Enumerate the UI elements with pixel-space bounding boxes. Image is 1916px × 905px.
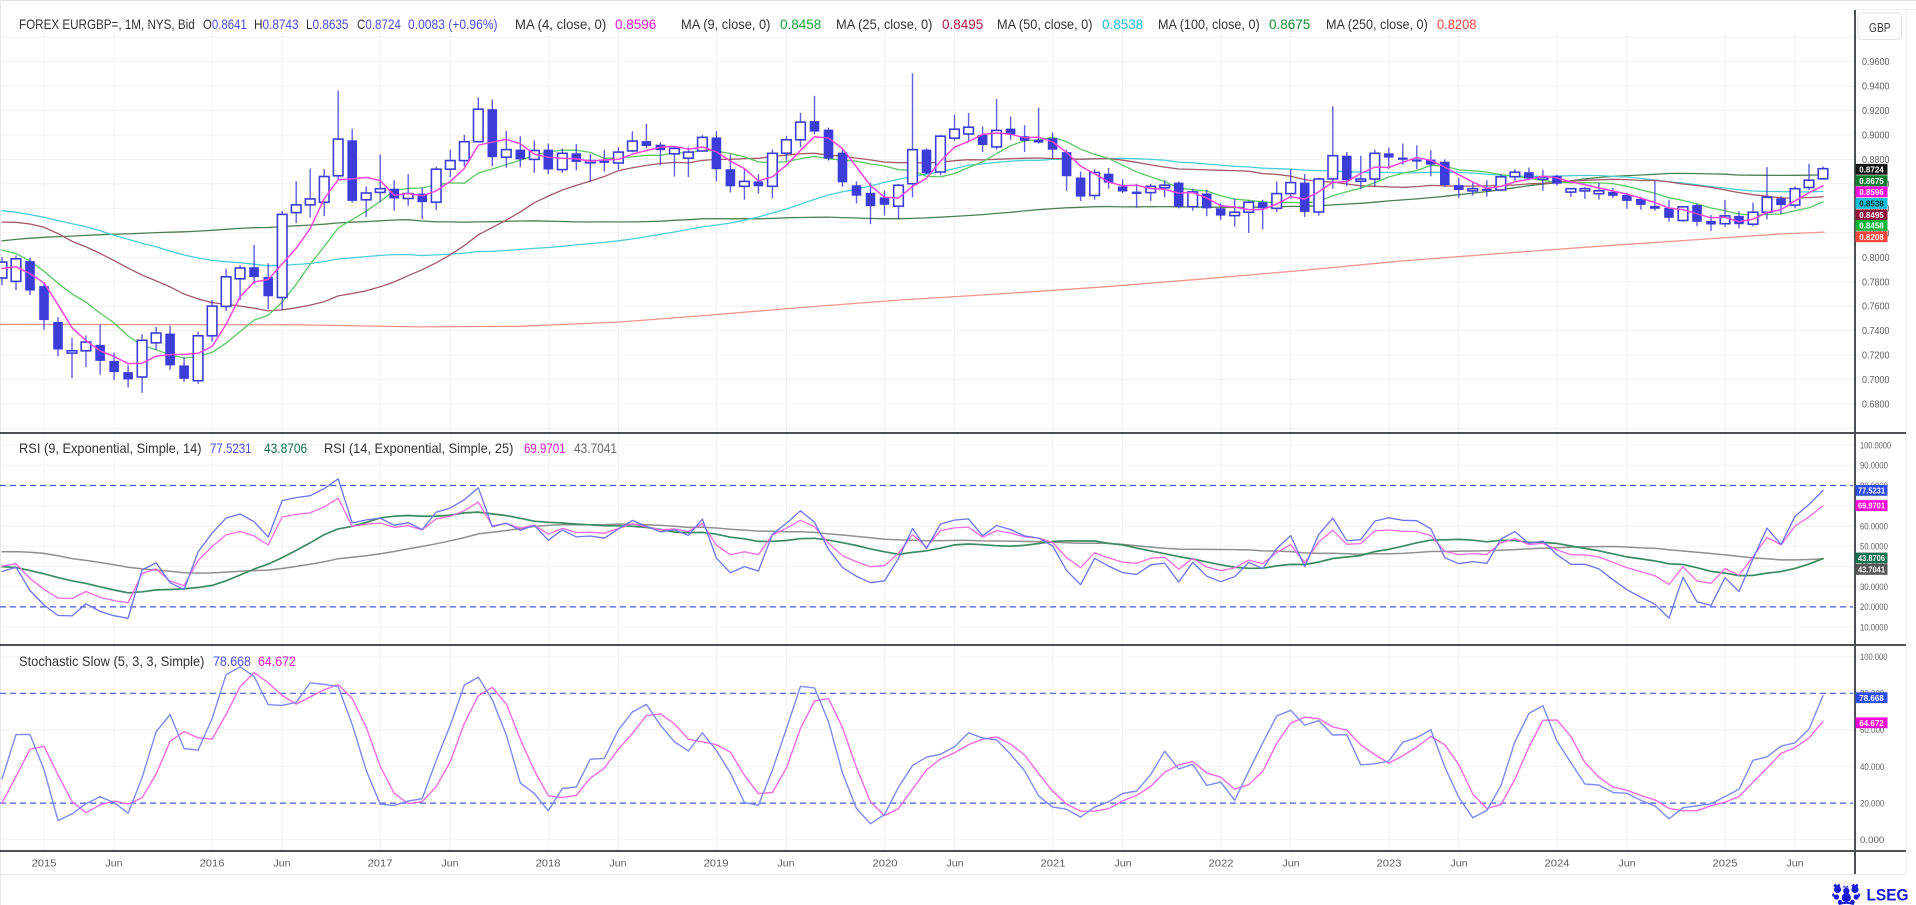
svg-text:2019: 2019 — [704, 859, 729, 870]
svg-text:40.000: 40.000 — [1860, 762, 1884, 772]
svg-text:Jun: Jun — [947, 859, 964, 870]
svg-text:43.8706: 43.8706 — [1858, 553, 1885, 563]
svg-text:60.0000: 60.0000 — [1860, 521, 1888, 531]
svg-text:2023: 2023 — [1377, 859, 1402, 870]
svg-text:43.7041: 43.7041 — [1858, 565, 1885, 575]
svg-text:2024: 2024 — [1545, 859, 1570, 870]
svg-text:Jun: Jun — [274, 859, 291, 870]
svg-text:0.8495: 0.8495 — [1859, 210, 1884, 220]
svg-text:0.8800: 0.8800 — [1862, 155, 1890, 166]
svg-text:64.672: 64.672 — [1859, 718, 1884, 728]
svg-text:Jun: Jun — [1451, 859, 1468, 870]
svg-text:2018: 2018 — [536, 859, 561, 870]
svg-text:Jun: Jun — [1619, 859, 1636, 870]
svg-text:2016: 2016 — [200, 859, 225, 870]
svg-text:2021: 2021 — [1041, 859, 1066, 870]
svg-text:GBP: GBP — [1869, 20, 1891, 35]
svg-text:100.000: 100.000 — [1860, 652, 1888, 662]
svg-text:100.0000: 100.0000 — [1860, 440, 1891, 450]
svg-text:20.000: 20.000 — [1860, 798, 1884, 808]
svg-text:0.6800: 0.6800 — [1862, 400, 1890, 411]
svg-text:Jun: Jun — [778, 859, 795, 870]
svg-text:Jun: Jun — [1787, 859, 1804, 870]
svg-text:0.7200: 0.7200 — [1862, 351, 1890, 362]
svg-text:30.0000: 30.0000 — [1860, 582, 1888, 592]
svg-text:0.9600: 0.9600 — [1862, 57, 1890, 68]
svg-text:90.0000: 90.0000 — [1860, 461, 1888, 471]
svg-text:Jun: Jun — [442, 859, 459, 870]
svg-text:Jun: Jun — [610, 859, 627, 870]
svg-text:2017: 2017 — [368, 859, 393, 870]
svg-text:Jun: Jun — [1283, 859, 1300, 870]
svg-text:0.8596: 0.8596 — [1859, 187, 1884, 197]
svg-text:0.9400: 0.9400 — [1862, 82, 1890, 93]
svg-text:2022: 2022 — [1209, 859, 1234, 870]
svg-text:LSEG: LSEG — [1867, 886, 1909, 905]
svg-text:10.0000: 10.0000 — [1860, 622, 1888, 632]
svg-text:0.8400: 0.8400 — [1862, 204, 1890, 215]
svg-text:Jun: Jun — [106, 859, 123, 870]
svg-text:60.000: 60.000 — [1860, 725, 1884, 735]
svg-text:0.7400: 0.7400 — [1862, 326, 1890, 337]
svg-text:0.8458: 0.8458 — [1859, 221, 1884, 231]
svg-text:0.9200: 0.9200 — [1862, 106, 1890, 117]
svg-text:0.8000: 0.8000 — [1862, 253, 1890, 264]
svg-text:0.7000: 0.7000 — [1862, 375, 1890, 386]
svg-text:0.7600: 0.7600 — [1862, 302, 1890, 313]
svg-text:50.0000: 50.0000 — [1860, 542, 1888, 552]
svg-text:78.668: 78.668 — [1859, 693, 1884, 703]
svg-text:69.9701: 69.9701 — [1858, 501, 1885, 511]
svg-text:2025: 2025 — [1713, 859, 1738, 870]
svg-text:0.000: 0.000 — [1860, 835, 1884, 845]
svg-text:0.8724: 0.8724 — [1859, 164, 1884, 174]
svg-text:0.7800: 0.7800 — [1862, 277, 1890, 288]
svg-text:Jun: Jun — [1115, 859, 1132, 870]
svg-text:20.0000: 20.0000 — [1860, 602, 1888, 612]
svg-text:0.8675: 0.8675 — [1859, 176, 1884, 186]
svg-text:2020: 2020 — [873, 859, 898, 870]
svg-text:77.5231: 77.5231 — [1858, 486, 1885, 496]
svg-text:0.9000: 0.9000 — [1862, 131, 1890, 142]
svg-text:2015: 2015 — [32, 859, 57, 870]
svg-text:0.8538: 0.8538 — [1859, 199, 1884, 209]
svg-text:0.8208: 0.8208 — [1859, 232, 1884, 242]
